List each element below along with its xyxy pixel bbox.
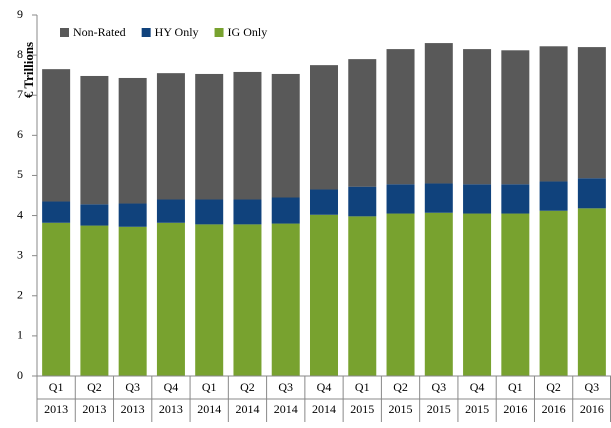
- bar-segment: [386, 49, 415, 185]
- x-tick-label: Q3: [585, 380, 600, 394]
- bar-segment: [348, 59, 377, 187]
- x-tick-label: Q2: [240, 380, 255, 394]
- y-tick-label: 3: [17, 247, 23, 261]
- legend-swatch: [214, 28, 224, 37]
- bar-segment: [42, 222, 71, 376]
- x-tick-label-year: 2014: [274, 402, 298, 416]
- bar-segment: [310, 214, 338, 376]
- bar-segment: [156, 73, 185, 200]
- legend-label: IG Only: [228, 25, 268, 39]
- x-tick-label-year: 2015: [350, 402, 374, 416]
- bar-segment: [118, 203, 147, 227]
- bar-segment: [463, 213, 492, 376]
- x-tick-label-year: 2015: [427, 402, 451, 416]
- bar-segment: [271, 73, 300, 198]
- x-tick-label-year: 2016: [503, 402, 527, 416]
- bar-segment: [42, 201, 71, 223]
- bar-segment: [310, 65, 338, 190]
- y-tick-label: 9: [17, 7, 23, 21]
- bar-segment: [463, 49, 492, 185]
- x-tick-label-year: 2014: [235, 402, 259, 416]
- x-tick-label: Q4: [164, 380, 179, 394]
- legend-swatch: [141, 28, 151, 37]
- x-tick-label: Q2: [393, 380, 408, 394]
- x-tick-label-year: 2013: [44, 402, 68, 416]
- bar-segment: [386, 213, 415, 376]
- x-tick-label-year: 2013: [82, 402, 106, 416]
- bar-segment: [80, 225, 109, 376]
- bar-segment: [233, 71, 262, 200]
- bar-segment: [501, 213, 530, 376]
- bar-segment: [310, 189, 338, 215]
- y-tick-label: 5: [17, 167, 23, 181]
- legend-label: Non-Rated: [73, 25, 126, 39]
- bar-segment: [424, 183, 453, 213]
- bar-segment: [271, 197, 300, 224]
- x-tick-label: Q4: [317, 380, 332, 394]
- x-tick-label-year: 2013: [159, 402, 183, 416]
- bar-segment: [539, 181, 568, 211]
- x-tick-label-year: 2014: [197, 402, 221, 416]
- bar-segment: [156, 222, 185, 376]
- bar-segment: [348, 216, 377, 376]
- y-tick-label: 1: [17, 328, 23, 342]
- x-tick-label: Q3: [125, 380, 140, 394]
- bar-segment: [80, 75, 109, 205]
- bar-segment: [233, 199, 262, 225]
- bar-segment: [424, 212, 453, 376]
- y-tick-label: 2: [17, 288, 23, 302]
- x-tick-label: Q1: [202, 380, 217, 394]
- x-tick-label-year: 2016: [580, 402, 604, 416]
- bar-segment: [386, 184, 415, 214]
- y-tick-label: 0: [17, 368, 23, 382]
- x-tick-label: Q2: [546, 380, 561, 394]
- bar-segment: [577, 178, 606, 209]
- bar-segment: [118, 77, 147, 204]
- x-tick-label-year: 2015: [465, 402, 489, 416]
- bar-segment: [577, 208, 606, 376]
- bar-segment: [118, 226, 147, 376]
- x-tick-label-year: 2014: [312, 402, 336, 416]
- bar-segment: [577, 47, 606, 179]
- y-tick-label: 8: [17, 47, 23, 61]
- x-tick-label: Q1: [49, 380, 64, 394]
- x-tick-label: Q2: [87, 380, 102, 394]
- bar-segment: [195, 199, 224, 225]
- y-tick-label: 6: [17, 127, 23, 141]
- y-axis-label: € Trillions: [21, 42, 36, 98]
- bar-segment: [539, 210, 568, 376]
- y-tick-label: 4: [17, 207, 23, 221]
- bar-segment: [42, 69, 71, 202]
- legend-label: HY Only: [155, 25, 199, 39]
- bar-segment: [233, 224, 262, 376]
- bar-segment: [80, 204, 109, 226]
- bar-segment: [501, 50, 530, 185]
- x-tick-label: Q4: [470, 380, 485, 394]
- x-tick-label: Q1: [355, 380, 370, 394]
- bar-segment: [156, 199, 185, 223]
- x-tick-label-year: 2015: [389, 402, 413, 416]
- legend-swatch: [60, 28, 69, 37]
- bar-segment: [501, 184, 530, 214]
- bar-segment: [195, 224, 224, 376]
- x-tick-label: Q1: [508, 380, 523, 394]
- x-tick-label-year: 2013: [121, 402, 145, 416]
- x-tick-label: Q3: [278, 380, 293, 394]
- bar-segment: [424, 43, 453, 184]
- bar-segment: [271, 223, 300, 376]
- x-tick-label-year: 2016: [542, 402, 566, 416]
- bar-segment: [463, 184, 492, 214]
- bar-segment: [195, 73, 224, 200]
- y-tick-label: 7: [17, 87, 23, 101]
- x-tick-label: Q3: [431, 380, 446, 394]
- bar-segment: [348, 186, 377, 217]
- bar-segment: [539, 46, 568, 182]
